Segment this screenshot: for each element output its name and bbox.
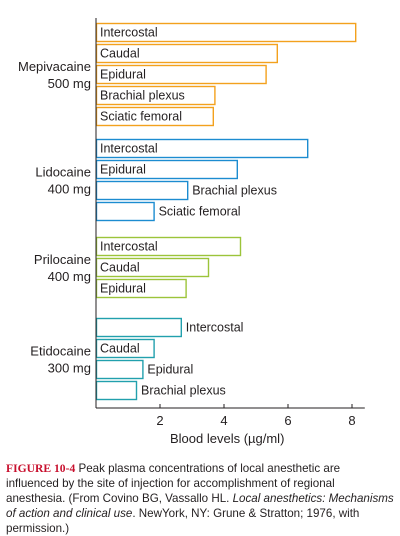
bar-label: Epidural [147,363,193,377]
drug-dose-label: 500 mg [48,76,91,91]
drug-name-label: Mepivacaine [18,59,91,74]
bar-label: Caudal [100,342,140,356]
chart-area: Intercostal Caudal Epidural Brachial plexus… [0,0,400,458]
x-tick-label: 2 [156,413,163,428]
drug-name-label: Lidocaine [35,165,91,180]
bar-label: Sciatic femoral [100,110,182,124]
bar-label: Intercostal [186,321,244,335]
bar-label: Intercostal [100,26,158,40]
drug-dose-label: 300 mg [48,361,91,376]
bar-label: Brachial plexus [100,89,185,103]
bar-label: Epidural [100,282,146,296]
drug-dose-label: 400 mg [48,182,91,197]
drug-name-label: Etidocaine [30,344,91,359]
bar [97,203,155,221]
x-tick-label: 6 [284,413,291,428]
drug-dose-label: 400 mg [48,269,91,284]
bar-label: Sciatic femoral [159,205,241,219]
bar-groups: Intercostal Caudal Epidural Brachial plexus… [18,24,356,400]
bar-group-lidocaine: Intercostal Epidural Brachial plexus Sciati… [35,140,307,221]
bar [97,319,182,337]
bar-label: Brachial plexus [141,384,226,398]
bar [97,382,137,400]
bar [97,182,188,200]
x-tick-label: 8 [348,413,355,428]
bar-label: Caudal [100,47,140,61]
bar-label: Intercostal [100,142,158,156]
bar-label: Intercostal [100,240,158,254]
x-tick-label: 4 [220,413,227,428]
bar-label: Epidural [100,163,146,177]
x-axis-title: Blood levels (µg/ml) [170,431,284,446]
bar-label: Epidural [100,68,146,82]
bar-group-prilocaine: Intercostal Caudal Epidural Prilocaine 400 m… [34,238,241,298]
figure-caption: FIGURE 10-4 Peak plasma concentrations o… [6,461,396,536]
bar-label: Caudal [100,261,140,275]
figure-label: FIGURE 10-4 [6,462,75,475]
bar-label: Brachial plexus [192,184,277,198]
bar [97,361,143,379]
bar-group-etidocaine: Intercostal Caudal Epidural Brachial plexus… [30,319,243,400]
bar-group-mepivacaine: Intercostal Caudal Epidural Brachial plexus… [18,24,356,126]
drug-name-label: Prilocaine [34,252,91,267]
x-axis-ticks: 2 4 6 8 [96,404,365,428]
